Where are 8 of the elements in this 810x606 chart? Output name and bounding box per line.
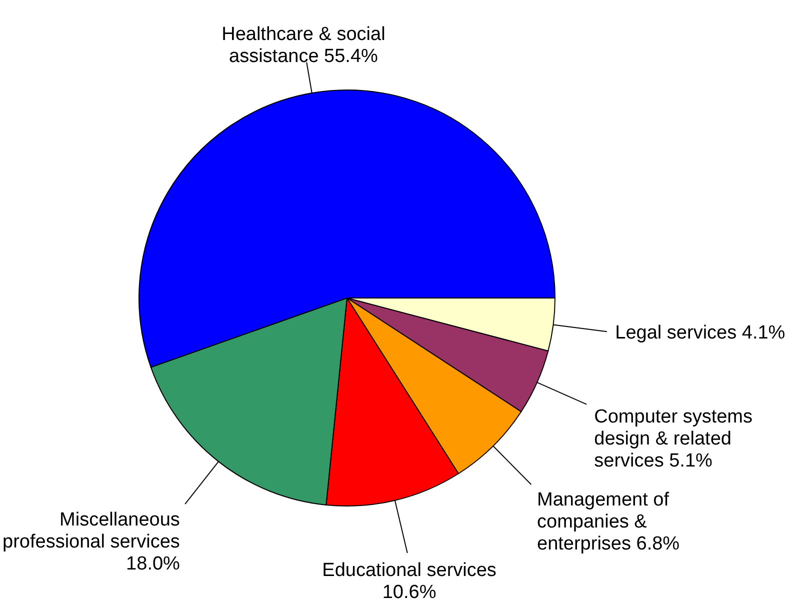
data-label: 10.6% [382,582,436,604]
data-label: 18.0% [126,554,180,575]
slice-label: Computer systems design & related services 5.1% [594,406,753,472]
slice-label: Healthcare & social assistance 55.4% [222,24,386,67]
slice-label: Miscellaneous professional services [2,510,180,553]
slice-label: Educational services [322,560,496,582]
slice-label: Management of companies & enterprises 6.8% [536,489,680,554]
slice-label: Legal services 4.1% [615,322,786,344]
